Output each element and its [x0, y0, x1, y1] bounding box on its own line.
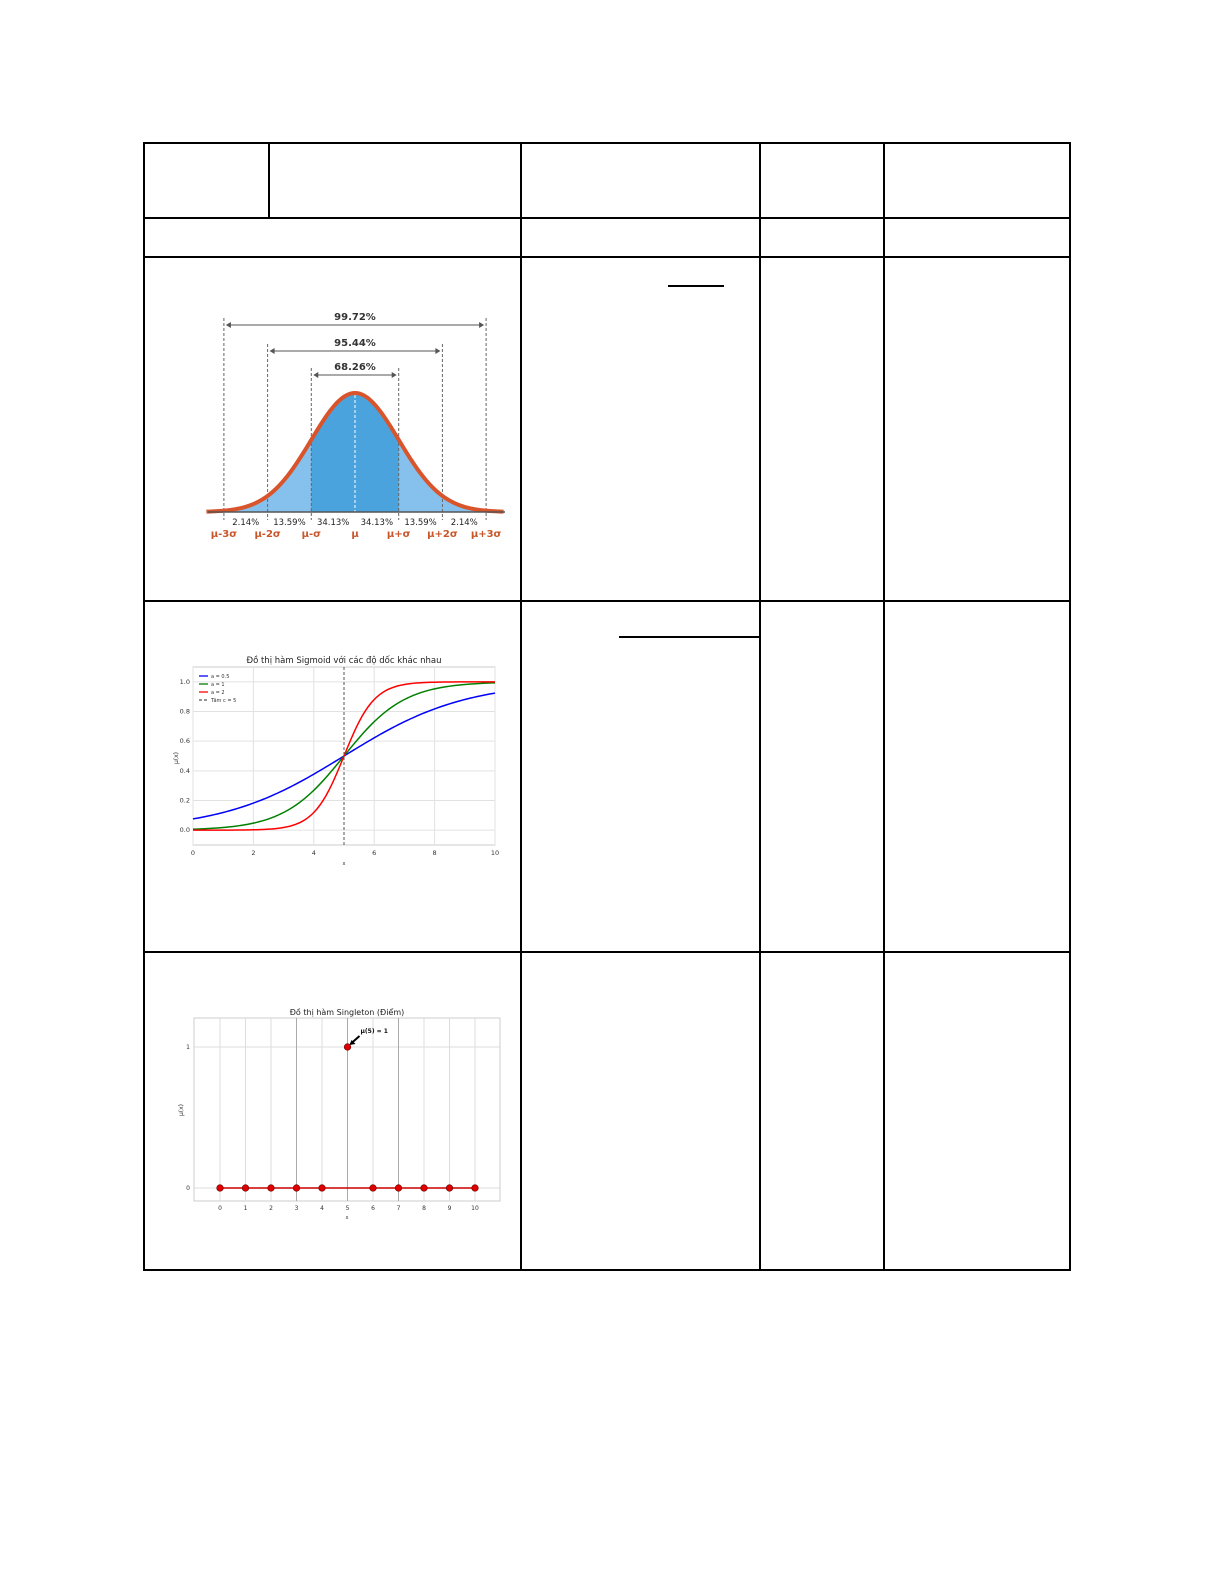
- data-point: [471, 1184, 479, 1192]
- data-point: [394, 1184, 403, 1192]
- table-border: [143, 142, 1071, 144]
- table-border: [759, 142, 761, 1271]
- y-tick-label: 0.8: [180, 708, 190, 716]
- y-tick-label: 1: [186, 1044, 190, 1051]
- y-tick-label: 0.6: [180, 737, 190, 745]
- tick-label: μ: [351, 529, 359, 540]
- y-axis-label: μ(x): [173, 752, 180, 764]
- data-point: [216, 1184, 224, 1192]
- legend-label: a = 2: [211, 690, 225, 696]
- y-tick-label: 0: [186, 1185, 190, 1192]
- arrowhead-icon: [349, 1040, 356, 1045]
- y-axis-label: μ(x): [178, 1104, 185, 1116]
- legend-label: a = 0.5: [211, 674, 229, 680]
- data-point: [318, 1184, 326, 1192]
- range-label: 99.72%: [334, 312, 376, 323]
- table-border: [268, 142, 270, 219]
- x-axis-label: x: [346, 1215, 349, 1221]
- x-tick-label: 9: [448, 1205, 452, 1212]
- x-tick-label: 0: [218, 1205, 222, 1212]
- table-border: [143, 217, 1071, 219]
- tick-label: μ-2σ: [254, 529, 280, 540]
- x-tick-label: 2: [251, 849, 255, 857]
- table-border: [143, 1269, 1071, 1271]
- y-tick-label: 0.4: [180, 767, 190, 775]
- fraction-bar: [668, 285, 724, 287]
- x-tick-label: 3: [295, 1205, 299, 1212]
- segment-percent: 13.59%: [273, 518, 305, 528]
- segment-percent: 34.13%: [361, 518, 393, 528]
- data-point: [420, 1184, 428, 1192]
- segment-percent: 2.14%: [232, 518, 259, 528]
- range-label: 95.44%: [334, 338, 376, 349]
- table-border: [1069, 142, 1071, 1271]
- x-tick-label: 4: [312, 849, 316, 857]
- data-point: [445, 1184, 454, 1192]
- tick-label: μ+2σ: [427, 529, 458, 540]
- table-border: [143, 600, 1071, 602]
- x-tick-label: 6: [371, 1205, 375, 1212]
- normal-curve: [206, 390, 504, 514]
- x-tick-label: 8: [422, 1205, 426, 1212]
- x-tick-label: 2: [269, 1205, 273, 1212]
- y-tick-label: 0.0: [180, 826, 190, 834]
- series-line: [192, 681, 496, 831]
- table-border: [883, 142, 885, 1271]
- annotation-label: μ(5) = 1: [361, 1028, 388, 1035]
- data-point: [241, 1184, 250, 1192]
- x-tick-label: 8: [433, 849, 437, 857]
- data-point: [343, 1043, 352, 1051]
- data-point: [369, 1184, 377, 1192]
- tick-label: μ+3σ: [471, 529, 502, 540]
- chart-title: Đồ thị hàm Singleton (Điểm): [290, 1007, 405, 1018]
- x-tick-label: 0: [191, 849, 195, 857]
- y-tick-label: 0.2: [180, 797, 190, 805]
- data-point: [267, 1184, 275, 1192]
- segment-percent: 2.14%: [451, 518, 478, 528]
- range-label: 68.26%: [334, 362, 376, 373]
- table-border: [520, 142, 522, 1271]
- legend-label: a = 1: [211, 682, 225, 688]
- tick-label: μ-3σ: [211, 529, 237, 540]
- segment-percent: 13.59%: [404, 518, 436, 528]
- data-point: [292, 1184, 301, 1192]
- x-tick-label: 4: [320, 1205, 324, 1212]
- tick-label: μ+σ: [387, 529, 411, 540]
- segment-percent: 34.13%: [317, 518, 349, 528]
- x-tick-label: 10: [491, 849, 499, 857]
- tick-label: μ-σ: [302, 529, 322, 540]
- table-border: [143, 142, 145, 1271]
- x-axis-label: x: [343, 861, 346, 867]
- fraction-bar: [619, 636, 760, 638]
- legend-label: Tâm c = 5: [210, 697, 236, 704]
- x-tick-label: 1: [244, 1205, 248, 1212]
- chart-title: Đồ thị hàm Sigmoid với các độ dốc khác n…: [246, 655, 441, 666]
- table-border: [143, 951, 1071, 953]
- x-tick-label: 10: [471, 1205, 479, 1212]
- x-tick-label: 6: [372, 849, 376, 857]
- x-tick-label: 7: [397, 1205, 401, 1212]
- table-border: [143, 256, 1071, 258]
- y-tick-label: 1.0: [180, 678, 190, 686]
- x-tick-label: 5: [346, 1205, 350, 1212]
